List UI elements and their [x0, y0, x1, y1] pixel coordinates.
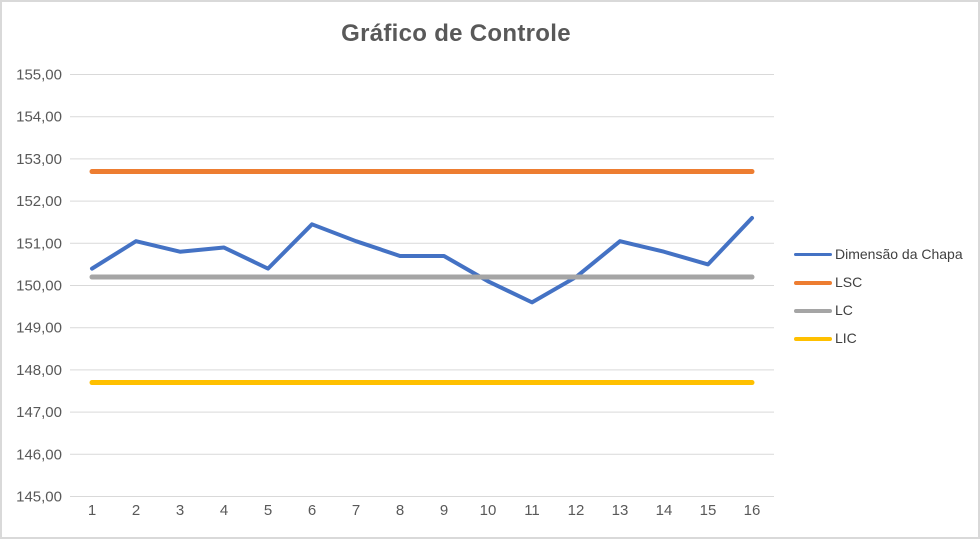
- legend-line-swatch-lic: [794, 336, 832, 341]
- y-axis-tick-label: 153,00: [16, 151, 62, 168]
- x-axis-tick-label: 12: [568, 502, 585, 519]
- legend-item-lc: LC: [794, 301, 978, 320]
- legend-item-lsc: LSC: [794, 273, 978, 292]
- y-axis-tick-label: 150,00: [16, 278, 62, 295]
- x-axis-tick-label: 11: [524, 502, 540, 519]
- legend-label: LIC: [835, 330, 857, 346]
- series-line-dimensao-da-chapa: [90, 215, 754, 305]
- legend-line-swatch-dimensao-da-chapa: [794, 253, 832, 256]
- x-axis-tick-label: 6: [308, 502, 316, 519]
- x-axis-tick-label: 16: [744, 502, 761, 519]
- legend-line-swatch-lc: [794, 308, 832, 313]
- x-axis-tick-label: 15: [700, 502, 717, 519]
- x-axis-tick-label: 13: [612, 502, 629, 519]
- chart-legend: Dimensão da Chapa LSC LC LIC: [794, 245, 978, 357]
- x-axis-tick-label: 4: [220, 502, 228, 519]
- y-axis-tick-label: 148,00: [16, 362, 62, 379]
- x-axis-tick-label: 9: [440, 502, 448, 519]
- x-axis-tick-label: 7: [352, 502, 360, 519]
- legend-item-lic: LIC: [794, 329, 978, 348]
- x-axis-tick-label: 2: [132, 502, 140, 519]
- x-axis-tick-label: 3: [176, 502, 184, 519]
- y-axis-tick-label: 147,00: [16, 404, 62, 421]
- x-axis-tick-label: 1: [88, 502, 96, 519]
- y-axis-tick-label: 154,00: [16, 109, 62, 126]
- y-axis-tick-label: 146,00: [16, 446, 62, 463]
- y-axis-tick-label: 151,00: [16, 235, 62, 252]
- x-axis-tick-label: 8: [396, 502, 404, 519]
- legend-line-swatch-lsc: [794, 280, 832, 285]
- y-axis-tick-label: 155,00: [16, 67, 62, 84]
- legend-label: LC: [835, 302, 853, 318]
- chart-title: Gráfico de Controle: [341, 20, 571, 47]
- y-axis-tick-label: 145,00: [16, 489, 62, 506]
- x-axis-tick-label: 14: [656, 502, 673, 519]
- x-axis-tick-label: 5: [264, 502, 272, 519]
- legend-label: LSC: [835, 274, 863, 290]
- legend-label: Dimensão da Chapa: [835, 246, 963, 262]
- y-axis-tick-label: 149,00: [16, 320, 62, 337]
- x-axis-tick-label: 10: [480, 502, 497, 519]
- y-axis-tick-label: 152,00: [16, 193, 62, 210]
- legend-item-dimensao-da-chapa: Dimensão da Chapa: [794, 245, 978, 264]
